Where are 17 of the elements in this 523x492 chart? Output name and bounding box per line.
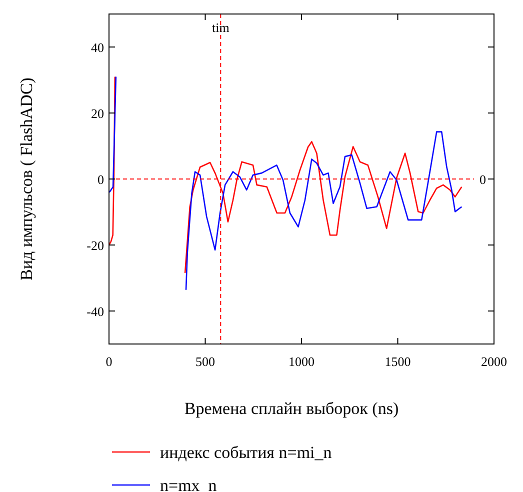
x-tick-label: 1000: [288, 354, 314, 369]
ref-line-label: tim: [212, 20, 230, 35]
y-tick-label: -20: [86, 238, 104, 253]
x-tick-label: 500: [196, 354, 215, 369]
legend-label: n=mx_n: [160, 476, 218, 492]
y-tick-label: 20: [91, 106, 104, 121]
y-tick-label: -40: [86, 304, 104, 319]
x-tick-label: 2000: [481, 354, 507, 369]
legend-label: индекс события n=mi_n: [160, 443, 332, 462]
x-tick-label: 1500: [384, 354, 411, 369]
line-series: [109, 76, 117, 193]
y-tick-label: 0: [98, 172, 104, 187]
x-axis-title: Времена сплайн выборок (ns): [184, 399, 399, 418]
line-series: [185, 131, 462, 291]
ref-line-label: 0: [480, 172, 486, 187]
y-tick-label: 40: [91, 40, 104, 55]
y-axis-title: Вид импульсов ( FlashADC): [17, 78, 36, 280]
